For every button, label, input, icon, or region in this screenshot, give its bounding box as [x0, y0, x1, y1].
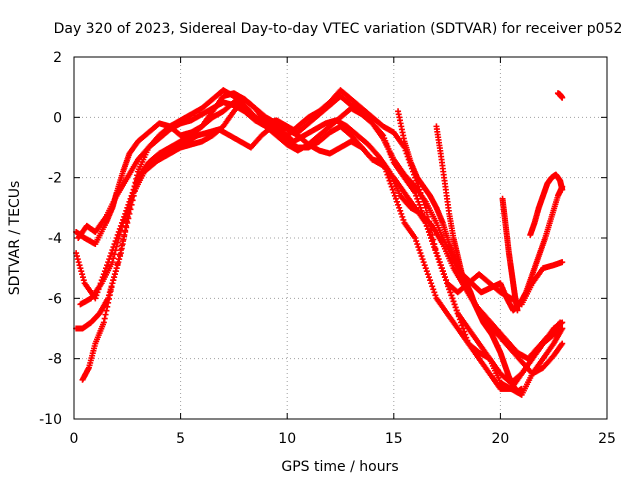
data-point: [418, 253, 425, 260]
y-axis-label: SDTVAR / TECUs: [7, 181, 23, 296]
data-point: [107, 253, 114, 260]
chart-title: Day 320 of 2023, Sidereal Day-to-day VTE…: [54, 21, 623, 37]
series-trace-k: [554, 90, 566, 101]
y-tick-label: -4: [48, 231, 62, 247]
x-tick-label: 10: [278, 431, 296, 447]
data-point: [431, 289, 438, 296]
data-point: [439, 268, 446, 275]
data-point: [76, 262, 83, 269]
data-point: [109, 280, 116, 287]
data-point: [460, 325, 467, 332]
data-point: [452, 304, 459, 311]
data-point: [397, 207, 404, 214]
y-tick-label: -2: [48, 171, 62, 187]
x-tick-label: 15: [385, 431, 403, 447]
data-point: [435, 256, 442, 263]
data-point: [424, 271, 431, 278]
data-point: [399, 213, 406, 220]
y-tick-label: 2: [53, 50, 62, 66]
data-point: [415, 198, 422, 205]
data-point: [438, 265, 445, 272]
y-tick-label: -8: [48, 352, 62, 368]
data-point: [80, 277, 87, 284]
data-point: [434, 253, 441, 260]
data-point: [421, 262, 428, 269]
data-point: [416, 201, 423, 208]
data-point: [414, 195, 421, 202]
data-point: [106, 256, 113, 263]
x-axis-label: GPS time / hours: [281, 459, 398, 475]
data-point: [429, 283, 436, 290]
data-point: [110, 277, 117, 284]
y-tick-label: -6: [48, 291, 62, 307]
data-point: [102, 311, 109, 318]
data-point: [422, 265, 429, 272]
data-point: [415, 244, 422, 251]
data-point: [450, 298, 457, 305]
data-point: [559, 259, 566, 266]
data-point: [427, 277, 434, 284]
data-point: [392, 195, 399, 202]
data-point: [111, 274, 118, 281]
data-point: [448, 292, 455, 299]
data-point: [451, 301, 458, 308]
data-point: [398, 210, 405, 217]
data-point: [430, 286, 437, 293]
data-point: [104, 262, 111, 269]
data-point: [112, 268, 119, 275]
data-point: [436, 259, 443, 266]
data-point: [101, 315, 108, 322]
x-tick-label: 25: [598, 431, 616, 447]
data-point: [419, 256, 426, 263]
data-point: [79, 271, 86, 278]
data-point: [74, 256, 81, 263]
data-point: [437, 262, 444, 269]
y-tick-label: -10: [39, 412, 62, 428]
data-point: [75, 259, 82, 266]
data-point: [77, 265, 84, 272]
data-point: [414, 241, 421, 248]
data-layer: [73, 87, 566, 398]
data-point: [396, 204, 403, 211]
data-point: [441, 274, 448, 281]
data-point: [425, 274, 432, 281]
data-point: [79, 274, 86, 281]
data-point: [108, 250, 115, 257]
data-point: [416, 247, 423, 254]
data-point: [417, 250, 424, 257]
data-point: [395, 201, 402, 208]
data-point: [433, 250, 440, 257]
x-tick-label: 0: [70, 431, 79, 447]
y-tick-label: 0: [53, 110, 62, 126]
data-point: [113, 265, 120, 272]
x-tick-label: 5: [176, 431, 185, 447]
data-point: [420, 259, 427, 266]
data-point: [73, 253, 80, 260]
data-point: [78, 268, 85, 275]
data-point: [449, 295, 456, 302]
data-point: [423, 268, 430, 275]
data-point: [111, 271, 118, 278]
x-tick-label: 20: [491, 431, 509, 447]
data-point: [389, 186, 396, 193]
data-point: [428, 280, 435, 287]
data-point: [440, 271, 447, 278]
data-point: [393, 198, 400, 205]
